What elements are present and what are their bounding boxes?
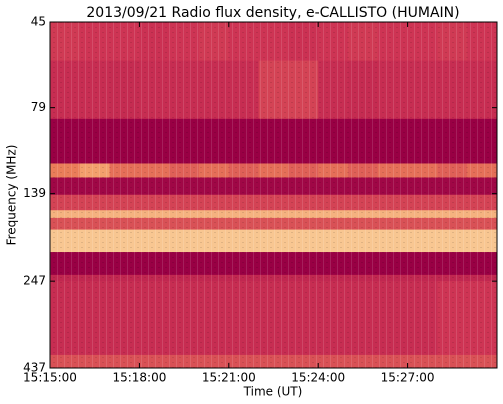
x-axis-label: Time (UT) [243,385,303,399]
chart-title: 2013/09/21 Radio flux density, e-CALLIST… [86,5,459,21]
plot-frame [49,21,498,369]
y-tick-label: 45 [31,15,46,29]
x-tick-label: 15:27:00 [381,371,435,385]
x-tick-label: 15:15:00 [23,371,77,385]
y-tick-label: 139 [23,186,46,200]
x-tick-label: 15:21:00 [202,371,256,385]
y-tick-label: 247 [23,274,46,288]
y-tick-label: 79 [31,100,46,114]
x-tick-label: 15:24:00 [291,371,345,385]
y-axis-label: Frequency (MHz) [5,145,19,246]
x-tick-label: 15:18:00 [112,371,166,385]
y-tick-label: 437 [23,361,46,375]
texture [50,22,497,368]
